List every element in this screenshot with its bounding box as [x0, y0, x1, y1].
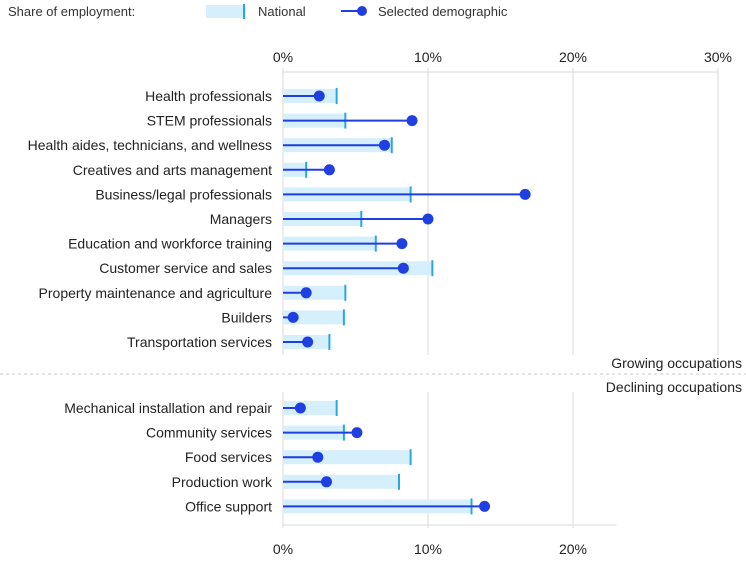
- demographic-dot: [323, 164, 335, 176]
- category-label: Health professionals: [145, 88, 272, 104]
- declining-axis-ticks: 0% 10% 20%: [273, 541, 587, 557]
- legend-national-swatch: [206, 5, 246, 18]
- chart-row: Office support: [185, 498, 491, 515]
- demographic-dot: [321, 476, 332, 488]
- category-label: Food services: [185, 449, 272, 465]
- growing-rows: Health professionals STEM professionals He…: [28, 88, 531, 350]
- national-marker: [398, 473, 400, 490]
- national-marker: [390, 137, 393, 154]
- legend-demographic-label: Selected demographic: [378, 4, 508, 19]
- demographic-dot: [379, 139, 390, 151]
- national-bar: [283, 474, 399, 489]
- national-marker: [431, 260, 434, 277]
- category-label: Property maintenance and agriculture: [39, 285, 273, 301]
- chart-row: Health aides, technicians, and wellness: [28, 137, 393, 154]
- demographic-dot: [300, 287, 312, 299]
- chart-row: Property maintenance and agriculture: [39, 284, 347, 301]
- demographic-dot: [396, 238, 408, 250]
- category-label: STEM professionals: [147, 113, 272, 129]
- tick-label: 0%: [273, 49, 293, 65]
- tick-label: 30%: [704, 49, 732, 65]
- category-label: Creatives and arts management: [73, 162, 272, 178]
- chart-row: Managers: [210, 211, 434, 227]
- chart-row: Community services: [146, 424, 363, 441]
- demographic-dot: [313, 90, 325, 102]
- chart-row: Health professionals: [145, 88, 338, 104]
- category-label: Transportation services: [127, 334, 272, 350]
- category-label: Mechanical installation and repair: [64, 400, 272, 416]
- growing-axis-ticks: 0% 10% 20% 30%: [273, 49, 732, 65]
- chart-row: Creatives and arts management: [73, 161, 335, 178]
- declining-rows: Mechanical installation and repair Commun…: [64, 400, 491, 515]
- national-marker: [409, 449, 412, 466]
- legend: Share of employment: National Selected d…: [8, 4, 508, 19]
- category-label: Health aides, technicians, and wellness: [28, 137, 272, 153]
- national-bar: [283, 310, 344, 325]
- national-marker: [344, 284, 347, 301]
- national-marker: [335, 400, 338, 416]
- legend-national-label: National: [258, 4, 306, 19]
- national-marker: [328, 334, 331, 350]
- demographic-dot: [312, 451, 324, 463]
- tick-label: 10%: [414, 49, 442, 65]
- chart-row: Education and workforce training: [68, 235, 408, 252]
- category-label: Education and workforce training: [68, 236, 272, 252]
- group-label-declining: Declining occupations: [606, 379, 742, 395]
- national-bar: [283, 285, 346, 300]
- demographic-dot: [287, 311, 299, 323]
- category-label: Builders: [221, 309, 272, 325]
- tick-label: 10%: [414, 541, 442, 557]
- chart-row: Mechanical installation and repair: [64, 400, 338, 416]
- category-label: Customer service and sales: [99, 260, 272, 276]
- tick-label: 20%: [559, 541, 587, 557]
- legend-demographic-dot: [357, 6, 367, 16]
- chart-row: Business/legal professionals: [95, 186, 531, 203]
- category-label: Production work: [172, 474, 273, 490]
- demographic-dot: [422, 213, 434, 225]
- chart-row: Builders: [221, 309, 345, 326]
- legend-national-marker: [243, 4, 245, 19]
- demographic-dot: [406, 115, 418, 127]
- chart-row: Production work: [172, 473, 400, 490]
- national-marker: [335, 88, 338, 104]
- demographic-dot: [519, 188, 531, 200]
- chart-row: Transportation services: [127, 334, 331, 350]
- tick-label: 0%: [273, 541, 293, 557]
- category-label: Business/legal professionals: [95, 186, 272, 202]
- chart-row: STEM professionals: [147, 112, 418, 129]
- demographic-dot: [397, 262, 409, 274]
- category-label: Office support: [185, 498, 272, 514]
- tick-label: 20%: [559, 49, 587, 65]
- group-label-growing: Growing occupations: [611, 355, 742, 371]
- demographic-dot: [479, 500, 491, 512]
- chart-row: Food services: [185, 449, 412, 466]
- growing-gridlines: [282, 68, 719, 355]
- demographic-dot: [302, 336, 314, 348]
- national-marker: [342, 309, 345, 326]
- legend-title: Share of employment:: [8, 4, 135, 19]
- chart-row: Customer service and sales: [99, 260, 434, 277]
- demographic-dot: [294, 402, 306, 414]
- demographic-dot: [351, 427, 363, 439]
- category-label: Managers: [210, 211, 272, 227]
- category-label: Community services: [146, 425, 272, 441]
